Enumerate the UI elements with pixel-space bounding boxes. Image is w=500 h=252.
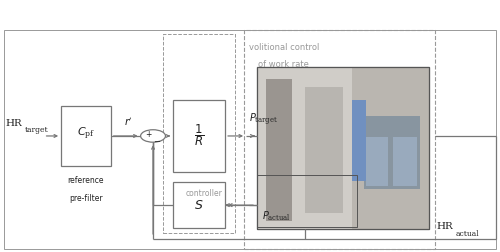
Text: volitional control: volitional control [248, 43, 319, 52]
Bar [352, 100, 366, 181]
Text: $-$: $-$ [152, 135, 161, 144]
Bar [173, 100, 225, 172]
Text: reference: reference [68, 176, 104, 185]
Text: $P_\mathregular{target}$: $P_\mathregular{target}$ [248, 112, 278, 128]
Bar [163, 34, 235, 233]
Bar [258, 68, 429, 229]
Text: pre-filter: pre-filter [69, 194, 102, 203]
Text: HR: HR [436, 223, 453, 231]
Bar [173, 182, 225, 228]
Bar [258, 175, 357, 227]
Bar [306, 87, 343, 213]
Text: $S$: $S$ [194, 199, 204, 212]
Text: $\dfrac{1}{R}$: $\dfrac{1}{R}$ [194, 122, 204, 148]
Bar [266, 79, 292, 221]
Text: $C_\mathregular{pf}$: $C_\mathregular{pf}$ [77, 125, 95, 142]
Bar [364, 116, 420, 189]
Bar [258, 68, 429, 229]
Text: HR: HR [6, 119, 22, 128]
Text: of work rate: of work rate [258, 60, 309, 70]
Bar [244, 30, 436, 249]
Bar [258, 68, 352, 229]
Text: $P_\mathregular{actual}$: $P_\mathregular{actual}$ [262, 209, 292, 223]
Circle shape [140, 130, 166, 142]
Text: $r'$: $r'$ [124, 116, 132, 129]
Text: actual: actual [456, 230, 479, 238]
Bar [61, 106, 111, 166]
Text: target: target [24, 126, 48, 134]
Bar [393, 137, 417, 186]
Text: +: + [145, 130, 152, 139]
Text: controller: controller [186, 189, 222, 198]
Bar [4, 30, 496, 249]
Bar [366, 137, 388, 186]
Bar [352, 68, 429, 229]
